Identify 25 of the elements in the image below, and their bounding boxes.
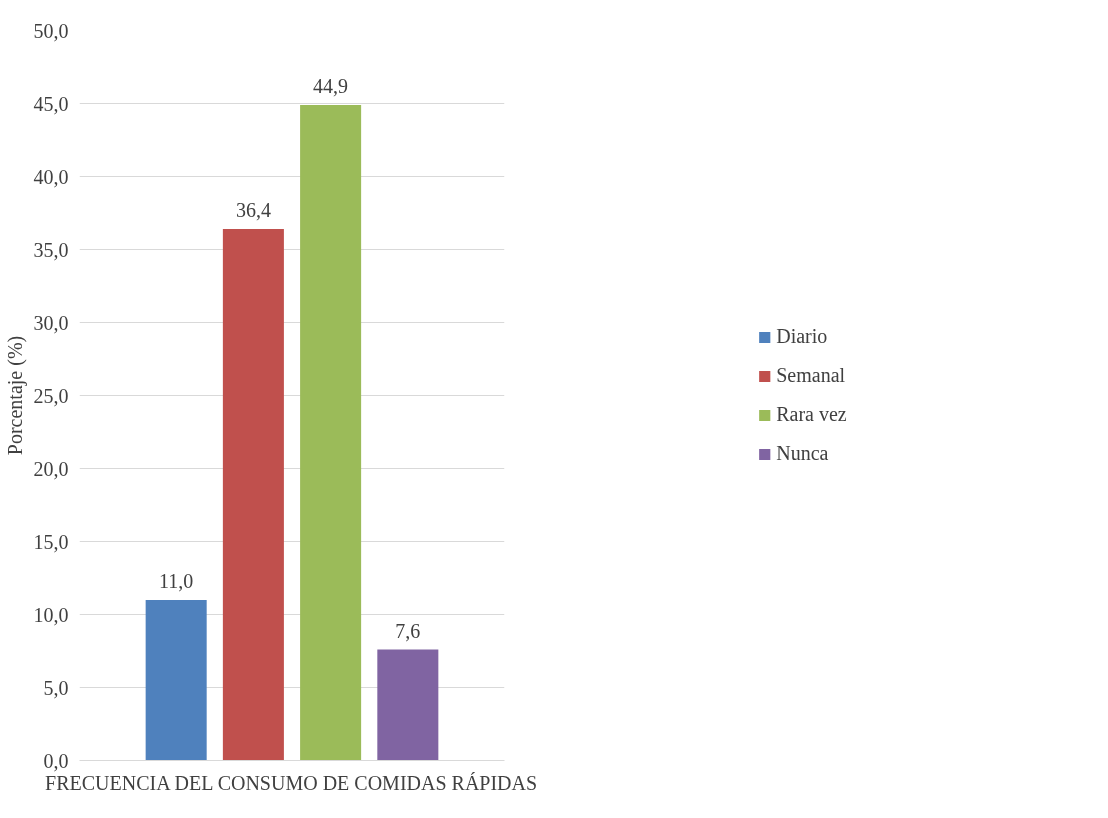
y-tick-label: 20,0 <box>33 457 69 480</box>
y-tick-label: 10,0 <box>33 603 69 626</box>
y-axis-title: Porcentaje (%) <box>3 335 27 456</box>
legend-label: Nunca <box>776 442 829 465</box>
data-label: 7,6 <box>395 619 421 642</box>
y-tick-label: 15,0 <box>33 530 69 553</box>
y-tick-label: 25,0 <box>33 384 69 407</box>
legend-label: Diario <box>776 325 828 348</box>
data-label: 11,0 <box>159 569 194 592</box>
bar <box>377 649 439 761</box>
y-tick-label: 40,0 <box>33 165 69 188</box>
y-tick-label: 0,0 <box>43 749 69 772</box>
y-tick-label: 50,0 <box>33 19 69 42</box>
bar <box>145 599 207 761</box>
y-tick-label: 35,0 <box>33 238 69 261</box>
y-tick-label: 30,0 <box>33 311 69 334</box>
y-tick-label: 45,0 <box>33 92 69 115</box>
bar <box>222 229 284 761</box>
legend-label: Rara vez <box>776 403 847 426</box>
x-tick-label: FRECUENCIA DEL CONSUMO DE COMIDAS RÁPIDAS <box>45 771 538 794</box>
y-tick-label: 5,0 <box>43 676 69 699</box>
data-label: 44,9 <box>313 74 349 97</box>
bar <box>300 104 362 761</box>
legend-label: Semanal <box>776 364 846 387</box>
data-label: 36,4 <box>235 199 271 222</box>
